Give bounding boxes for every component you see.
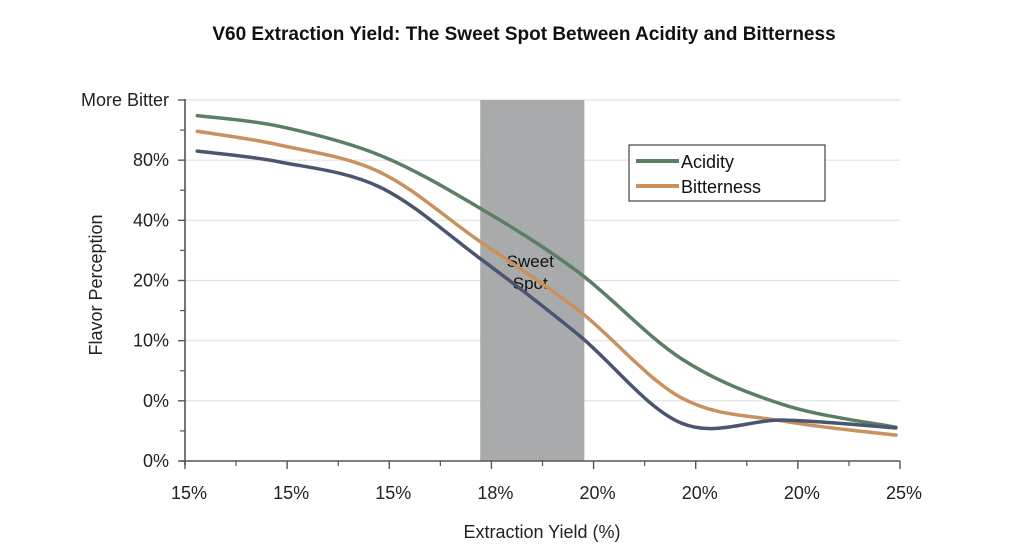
x-tick-label: 20%	[580, 483, 616, 503]
series-lines	[195, 113, 898, 437]
y-tick-label: 0%	[143, 391, 169, 411]
x-tick-label: 25%	[886, 483, 922, 503]
y-tick-label: More Bitter	[81, 90, 169, 110]
sweet-spot-region	[480, 100, 585, 461]
legend: Acidity Bitterness	[628, 144, 826, 202]
series-line-unlabeled-series	[195, 149, 898, 431]
x-tick-label: 15%	[375, 483, 411, 503]
x-tick-label: 18%	[477, 483, 513, 503]
x-axis-label: Extraction Yield (%)	[463, 522, 620, 542]
y-tick-label: 10%	[133, 331, 169, 351]
y-axis-label: Flavor Perception	[86, 214, 106, 355]
legend-label-acidity: Acidity	[681, 152, 734, 172]
series-line-acidity	[195, 113, 898, 430]
x-tick-label: 15%	[171, 483, 207, 503]
y-tick-label: 0%	[143, 451, 169, 471]
x-tick-label: 15%	[273, 483, 309, 503]
chart-title: V60 Extraction Yield: The Sweet Spot Bet…	[212, 24, 835, 45]
legend-box	[628, 144, 826, 202]
sweet-spot-label: Sweet	[507, 252, 555, 271]
y-tick-labels: 0% 0% 10% 20% 40% 80% More Bitter	[81, 90, 169, 471]
y-tick-label: 20%	[133, 271, 169, 291]
x-tick-label: 20%	[682, 483, 718, 503]
y-tick-label: 80%	[133, 150, 169, 170]
x-tick-label: 20%	[784, 483, 820, 503]
legend-label-bitterness: Bitterness	[681, 177, 761, 197]
axes	[178, 99, 901, 469]
x-tick-labels: 15% 15% 15% 18% 20% 20% 20% 25%	[171, 483, 922, 503]
y-tick-label: 40%	[133, 210, 169, 230]
